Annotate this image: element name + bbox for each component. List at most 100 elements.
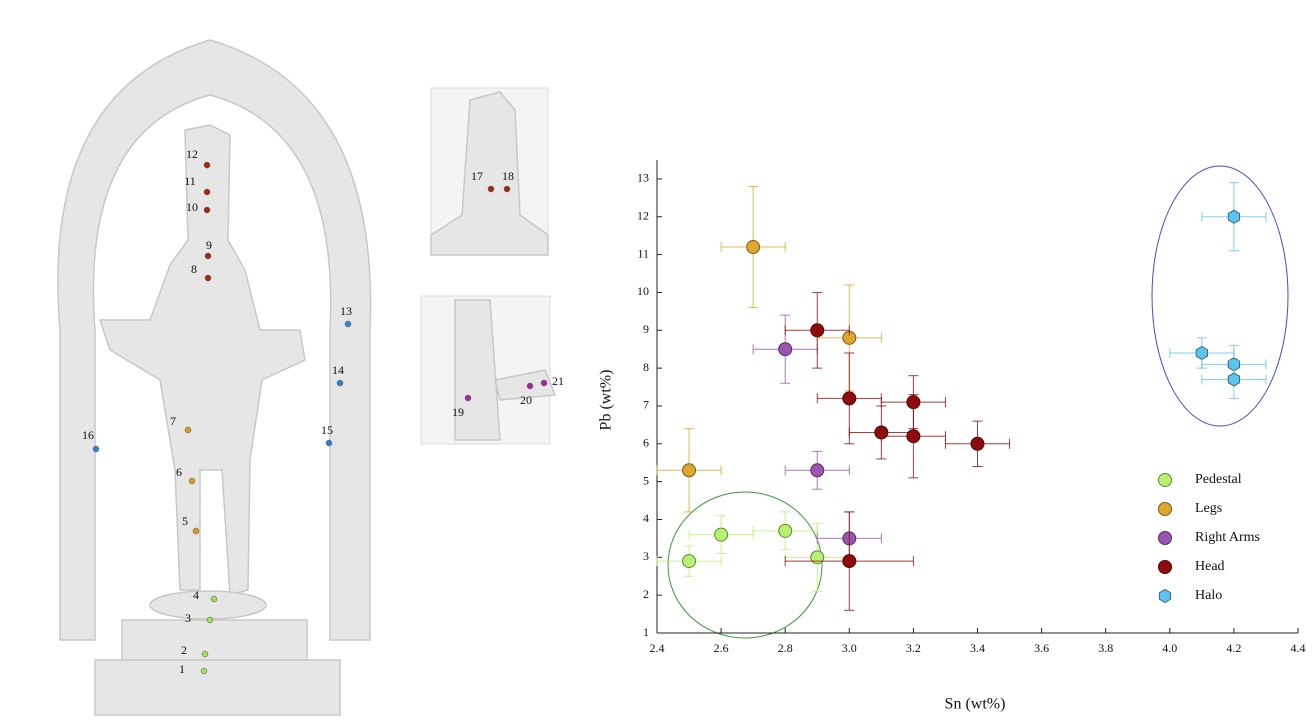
marker [683, 464, 696, 477]
x-axis-label: Sn (wt%) [945, 696, 1006, 713]
y-tick-label: 6 [643, 436, 649, 450]
figure: Sn (wt%) Pb (wt%) 1234567891011121314151… [0, 0, 1315, 721]
sample-point [207, 617, 213, 623]
sample-point [93, 446, 99, 452]
marker [811, 464, 824, 477]
marker [843, 392, 856, 405]
sample-point [337, 380, 343, 386]
x-tick-label: 2.8 [778, 641, 793, 655]
sample-label: 16 [82, 428, 94, 442]
y-tick-label: 13 [637, 171, 649, 185]
marker [811, 324, 824, 337]
legend-label: Head [1195, 559, 1225, 574]
page: {"statue": {"points": [{"label": "1"}, {… [0, 0, 1315, 721]
sample-point [201, 668, 207, 674]
sample-point [488, 186, 494, 192]
sample-point [204, 162, 210, 168]
legend-marker [1159, 532, 1172, 545]
marker [843, 555, 856, 568]
y-tick-label: 10 [637, 284, 649, 298]
sample-point [504, 186, 510, 192]
legend-label: Legs [1195, 501, 1222, 516]
x-tick-label: 2.6 [714, 641, 729, 655]
sample-point [465, 395, 471, 401]
x-tick-label: 3.6 [1034, 641, 1049, 655]
sample-label: 17 [471, 169, 483, 183]
sample-point [326, 440, 332, 446]
y-axis-label: Pb (wt%) [598, 370, 615, 431]
sample-label: 6 [176, 465, 182, 479]
sample-label: 19 [452, 405, 464, 419]
y-tick-label: 11 [637, 246, 649, 260]
sample-point [204, 207, 210, 213]
legend-marker [1159, 561, 1172, 574]
marker [747, 241, 760, 254]
legend-label: Pedestal [1195, 472, 1242, 487]
marker [1228, 210, 1239, 223]
sample-label: 3 [185, 611, 191, 625]
y-tick-label: 1 [643, 625, 649, 639]
sample-label: 18 [502, 169, 514, 183]
sample-label: 7 [170, 414, 176, 428]
x-tick-label: 4.2 [1226, 641, 1241, 655]
y-tick-label: 3 [643, 549, 649, 563]
y-tick-label: 5 [643, 473, 649, 487]
figure-body [100, 125, 305, 595]
x-tick-label: 3.4 [970, 641, 985, 655]
halo-cluster [1152, 166, 1288, 426]
sample-label: 20 [520, 393, 532, 407]
legend-marker [1159, 503, 1172, 516]
marker [907, 430, 920, 443]
x-tick-label: 4.4 [1291, 641, 1306, 655]
y-tick-label: 7 [643, 398, 649, 412]
sample-point [193, 528, 199, 534]
y-tick-label: 4 [643, 511, 649, 525]
y-tick-label: 2 [643, 587, 649, 601]
marker [971, 437, 984, 450]
sample-label: 8 [191, 262, 197, 276]
pedestal-base [95, 660, 340, 715]
sample-point [211, 596, 217, 602]
pedestal-mid [122, 620, 307, 660]
marker [1196, 346, 1207, 359]
sample-point [189, 478, 195, 484]
sample-label: 9 [206, 238, 212, 252]
sample-point [345, 321, 351, 327]
pedestal-top [150, 591, 266, 619]
sample-label: 15 [321, 423, 333, 437]
y-tick-label: 8 [643, 360, 649, 374]
sample-point [205, 253, 211, 259]
sample-label: 12 [186, 147, 198, 161]
sample-label: 11 [184, 174, 196, 188]
marker [779, 343, 792, 356]
marker [683, 555, 696, 568]
statue-image [58, 40, 555, 715]
sample-point [202, 651, 208, 657]
marker [1228, 373, 1239, 386]
y-tick-label: 9 [643, 322, 649, 336]
sample-point [527, 383, 533, 389]
legend-marker [1159, 590, 1170, 603]
legend-label: Right Arms [1195, 530, 1260, 545]
sample-point [185, 427, 191, 433]
x-tick-label: 3.0 [842, 641, 857, 655]
legend-marker [1159, 474, 1172, 487]
sample-label: 10 [186, 200, 198, 214]
legend-label: Halo [1195, 588, 1222, 603]
sample-label: 5 [182, 514, 188, 528]
y-tick-label: 12 [637, 209, 649, 223]
sample-point [204, 189, 210, 195]
sample-point [205, 275, 211, 281]
marker [779, 524, 792, 537]
marker [811, 551, 824, 564]
sample-label: 2 [181, 643, 187, 657]
marker [715, 528, 728, 541]
sample-label: 4 [193, 588, 199, 602]
x-tick-label: 3.2 [906, 641, 921, 655]
sample-label: 13 [340, 304, 352, 318]
x-tick-label: 2.4 [650, 641, 665, 655]
sample-point [541, 380, 547, 386]
sample-label: 1 [179, 662, 185, 676]
sample-label: 21 [552, 374, 564, 388]
sample-label: 14 [332, 363, 344, 377]
